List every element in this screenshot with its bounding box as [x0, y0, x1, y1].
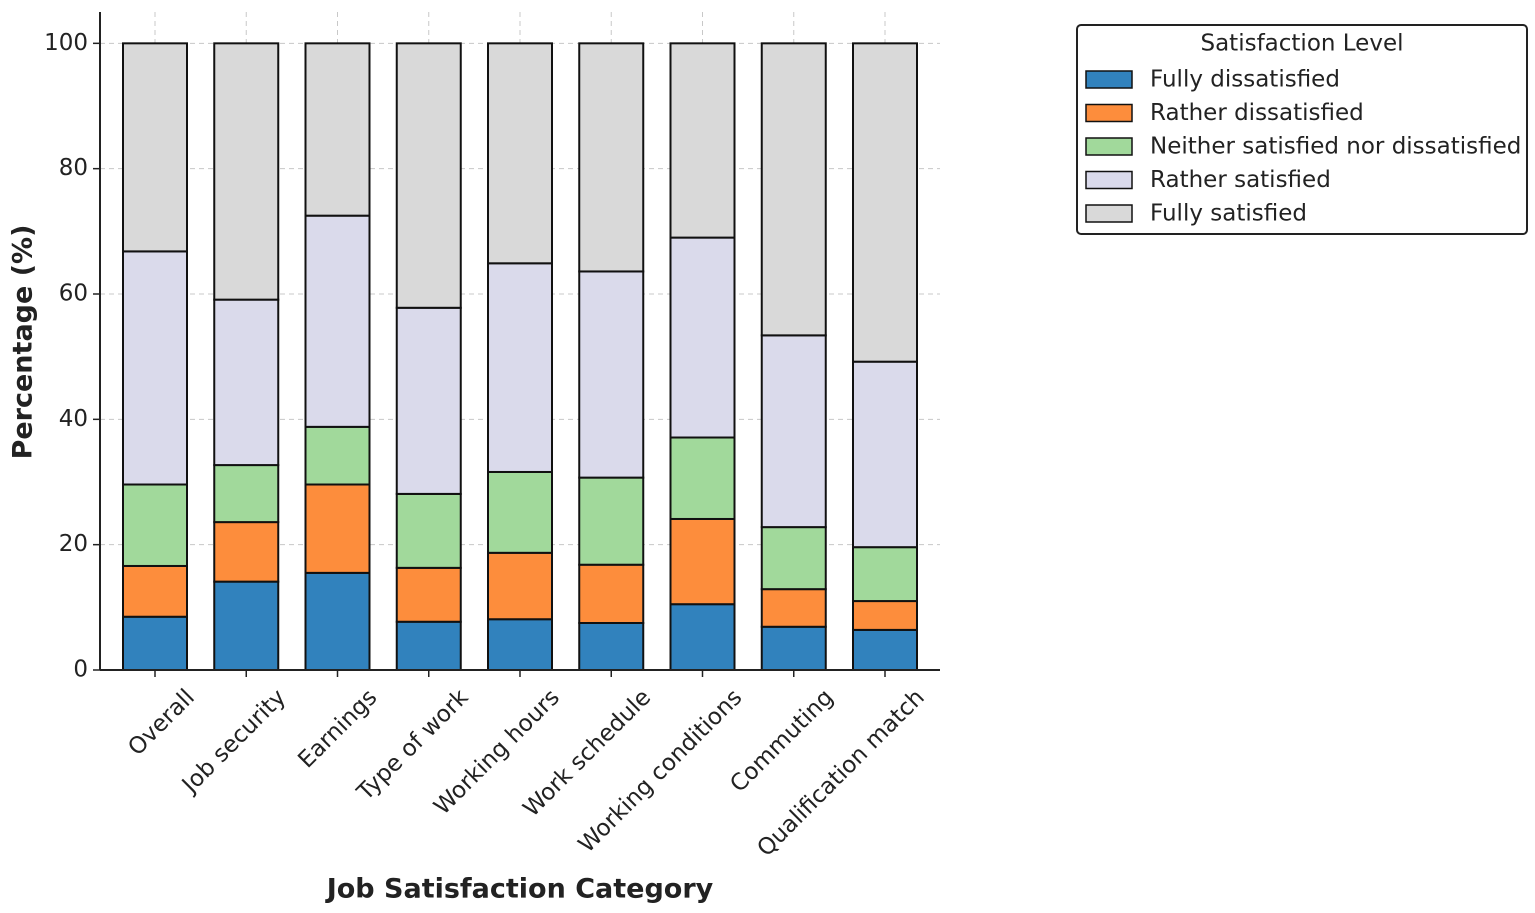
x-tick-label: Overall	[123, 684, 200, 761]
y-tick-label: 20	[59, 531, 88, 557]
legend-box	[1076, 24, 1528, 235]
legend-swatch	[1085, 137, 1133, 156]
x-tick-label: Earnings	[293, 684, 382, 773]
legend-swatch	[1085, 170, 1133, 190]
y-tick-label: 100	[44, 30, 88, 56]
bar-segment	[487, 262, 553, 473]
bar-segment	[669, 236, 736, 439]
x-tick-label: Working conditions	[574, 684, 748, 858]
legend-swatch	[1085, 204, 1133, 223]
bar-segment	[122, 42, 188, 253]
bar-segment	[395, 492, 462, 569]
legend-title: Satisfaction Level	[1200, 31, 1403, 57]
bar-segment	[304, 571, 371, 671]
bar-segment	[122, 615, 188, 672]
bar-segment	[578, 622, 645, 671]
bar-segment	[852, 546, 918, 603]
bar-segment	[760, 588, 827, 628]
bar-segment	[852, 628, 918, 671]
x-tick-label: Qualification match	[752, 684, 929, 861]
bar-segment	[669, 603, 736, 672]
bar-segment	[760, 42, 827, 337]
bar-segment	[395, 42, 462, 309]
y-tick-label: 40	[59, 406, 88, 432]
bar-segment	[852, 360, 918, 549]
legend-label: Rather satisfied	[1150, 167, 1331, 193]
bar-segment	[578, 270, 645, 479]
bar-segment	[213, 580, 280, 672]
bar-segment	[122, 250, 188, 486]
legend-label: Fully dissatisfied	[1150, 67, 1340, 93]
bar-segment	[578, 42, 645, 273]
y-tick-label: 0	[73, 657, 88, 683]
bar-segment	[122, 564, 188, 618]
y-axis-label: Percentage (%)	[8, 225, 39, 460]
bar-segment	[578, 563, 645, 624]
legend-label: Rather dissatisfied	[1150, 100, 1364, 126]
bar-segment	[213, 298, 280, 467]
bar-segment	[395, 566, 462, 623]
bar-segment	[304, 483, 371, 574]
legend-label: Fully satisfied	[1150, 201, 1307, 227]
bar-segment	[487, 42, 553, 265]
bar-segment	[213, 521, 280, 583]
bar-segment	[395, 620, 462, 671]
bar-segment	[487, 551, 553, 621]
bar-segment	[669, 517, 736, 606]
bar-segment	[760, 334, 827, 529]
bar-segment	[304, 425, 371, 486]
bar-segment	[213, 464, 280, 524]
bar-segment	[122, 483, 188, 567]
x-axis-label: Job Satisfaction Category	[325, 874, 714, 905]
y-tick-label: 80	[59, 155, 88, 181]
bar-segment	[487, 618, 553, 671]
bar-segment	[395, 306, 462, 495]
bar-segment	[304, 42, 371, 217]
bar-segment	[213, 42, 280, 301]
bar-segment	[487, 470, 553, 554]
bar-segment	[852, 600, 918, 631]
bar-segment	[760, 625, 827, 672]
legend-label: Neither satisfied nor dissatisfied	[1150, 134, 1521, 160]
y-tick-label: 60	[59, 281, 88, 307]
bar-segment	[852, 42, 918, 363]
legend-swatch	[1085, 103, 1133, 123]
bar-segment	[760, 526, 827, 591]
bar-segment	[304, 214, 371, 428]
bar-segment	[669, 436, 736, 520]
bar-segment	[669, 42, 736, 239]
legend-swatch	[1085, 70, 1133, 89]
bar-segment	[578, 476, 645, 566]
